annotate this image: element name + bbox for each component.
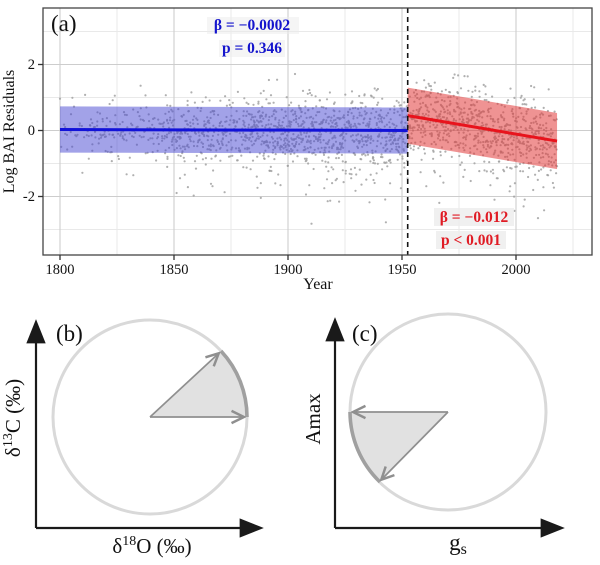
panel-c-y-label: Amax: [301, 393, 325, 445]
panel-c-x-label: gs: [449, 530, 467, 558]
p-annotation-blue: p = 0.346: [222, 40, 282, 57]
wedge-arc: [348, 411, 382, 484]
x-axis-title: Year: [303, 276, 333, 293]
panel-b-y-label: δ13C (‰): [1, 379, 25, 457]
beta-annotation-blue: β = −0.0002: [214, 17, 290, 34]
beta-annotation-red: β = −0.012: [440, 209, 509, 226]
x-tick-label: 1900: [274, 262, 303, 278]
wedge-arrow-upper: [149, 354, 218, 418]
panel-a-label: (a): [51, 11, 77, 36]
x-tick-label: 2000: [502, 262, 531, 278]
regression-lines: [59, 114, 558, 143]
x-tick-label: 1950: [388, 262, 417, 278]
wedge-arc: [219, 349, 249, 418]
annotation-bg: [207, 17, 299, 34]
wedge-fill: [150, 351, 247, 417]
panel-c: (c) gs Amax: [301, 312, 565, 558]
axis-ticks: 1800 1850 1900 1950 2000 2 0 -2: [23, 57, 531, 278]
x-tick-label: 1800: [46, 262, 75, 278]
y-tick-label: 2: [28, 57, 35, 73]
panel-b-x-label: δ18O (‰): [112, 534, 191, 558]
y-tick-label: 0: [28, 123, 35, 139]
plot-border: [42, 7, 593, 256]
panel-a: 1800 1850 1900 1950 2000 2 0 -2 (a) Year Log BA…: [1, 7, 593, 293]
annotation-bg: [434, 208, 514, 226]
annotation-bg: [436, 231, 506, 249]
panel-b-label: (b): [56, 321, 83, 346]
wedge-fill: [350, 412, 448, 482]
panel-c-label: (c): [352, 321, 378, 346]
y-tick-label: -2: [23, 189, 35, 205]
wedge-arrow-lower: [382, 411, 449, 479]
y-axis-title: Log BAI Residuals: [1, 70, 18, 194]
panel-b: (b) δ18O (‰) δ13C (‰): [1, 318, 264, 558]
annotation-bg: [219, 40, 285, 57]
x-tick-label: 1850: [160, 262, 189, 278]
p-annotation-red: p < 0.001: [441, 232, 501, 249]
